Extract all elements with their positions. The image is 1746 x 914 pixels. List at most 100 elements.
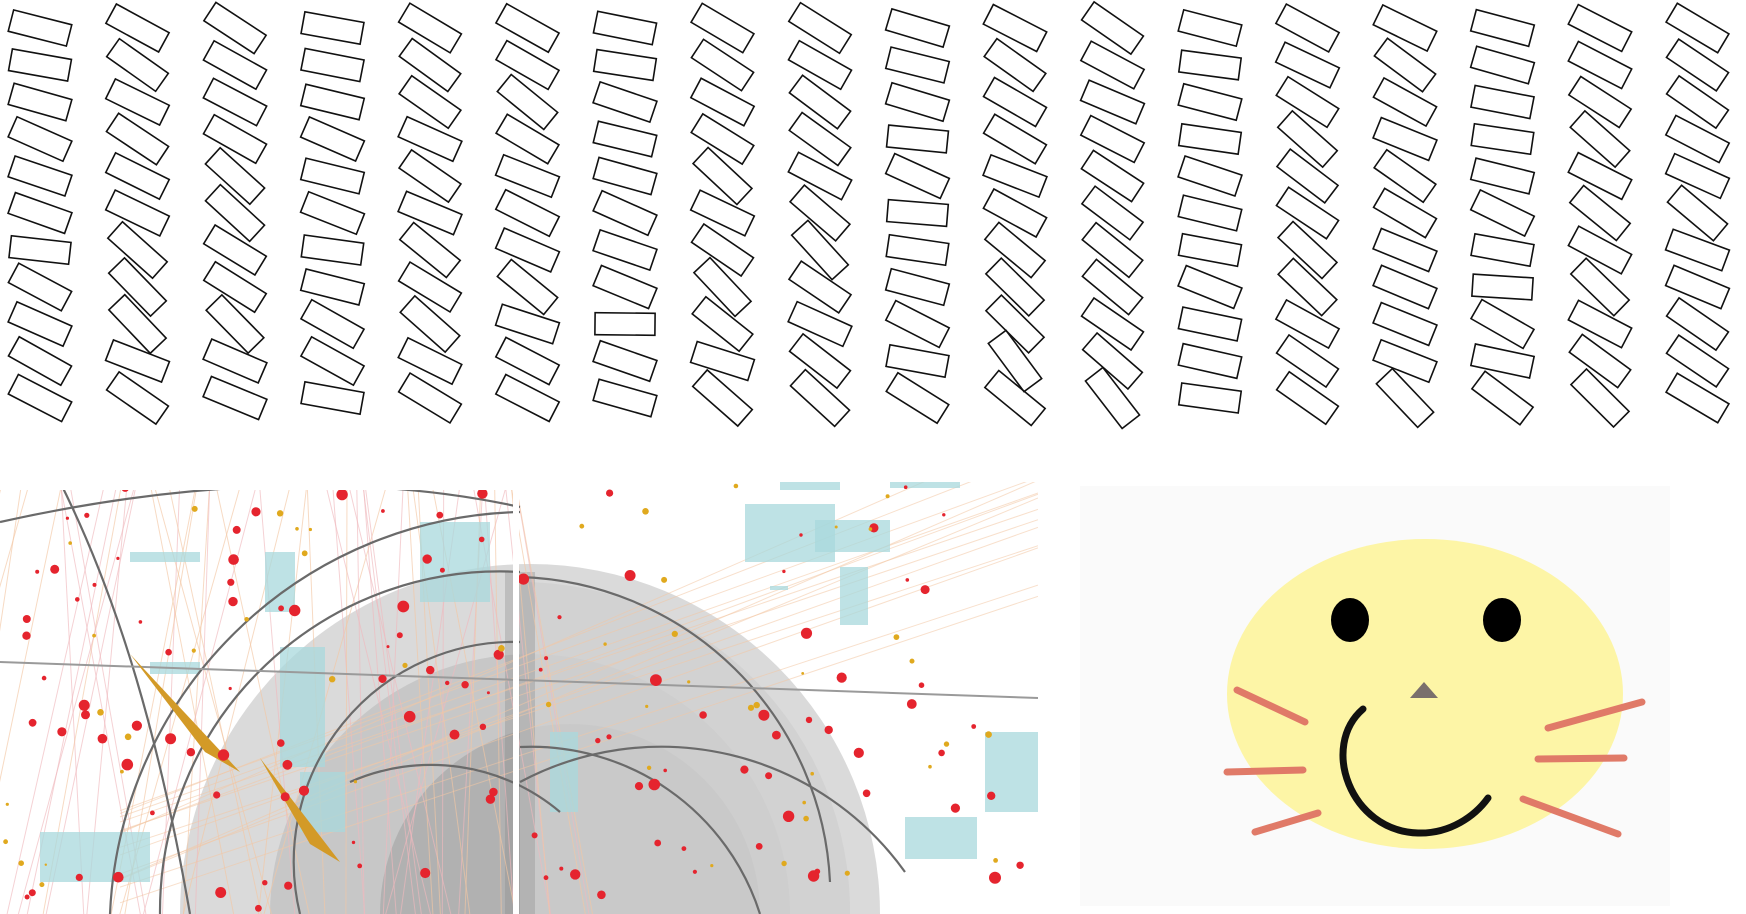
gold-dot xyxy=(803,815,809,822)
teal-block xyxy=(780,482,840,490)
gold-dot xyxy=(802,800,806,805)
red-dot xyxy=(782,810,795,822)
outlined-rectangle xyxy=(1470,232,1535,268)
outlined-rectangle xyxy=(496,258,559,316)
cat-face-artwork xyxy=(1080,486,1670,906)
red-dot xyxy=(971,724,977,729)
outlined-rectangle xyxy=(788,332,852,390)
outlined-rectangle xyxy=(1177,49,1243,81)
gold-dot xyxy=(834,525,838,529)
red-dot xyxy=(477,488,488,499)
thin-line xyxy=(0,482,3,494)
red-dot xyxy=(544,656,549,661)
outlined-rectangle xyxy=(1470,370,1535,426)
red-dot xyxy=(227,578,235,586)
outlined-rectangle xyxy=(1084,366,1141,430)
outlined-rectangle xyxy=(689,189,756,237)
outlined-rectangle xyxy=(1469,45,1536,85)
cat-whiskers xyxy=(1223,686,1646,838)
gold-dot xyxy=(943,741,950,747)
outlined-rectangle xyxy=(398,74,462,130)
thin-line xyxy=(6,482,106,914)
red-dot xyxy=(396,632,403,639)
dark-curve xyxy=(59,482,192,914)
red-dot xyxy=(606,734,612,740)
outlined-rectangle xyxy=(7,154,73,198)
outlined-rectangle xyxy=(787,1,853,55)
outlined-rectangle xyxy=(982,76,1048,128)
outlined-rectangle xyxy=(8,234,72,266)
outlined-rectangle xyxy=(1081,221,1144,279)
red-dot xyxy=(97,733,108,744)
red-dot xyxy=(28,889,36,897)
panel-seam xyxy=(0,482,516,490)
red-dot xyxy=(570,869,581,880)
red-dot xyxy=(800,627,813,639)
outlined-rectangle xyxy=(1567,3,1633,53)
red-dot xyxy=(989,871,1001,884)
red-dot xyxy=(782,569,786,574)
outlined-rectangle xyxy=(1177,194,1243,232)
outlined-rectangle xyxy=(7,82,73,122)
gold-dot xyxy=(244,617,249,622)
outlined-rectangle xyxy=(202,260,268,314)
red-dot xyxy=(65,516,69,520)
red-dot xyxy=(22,631,31,640)
outlined-rectangle xyxy=(107,256,168,318)
outlined-rectangle xyxy=(592,339,658,383)
red-dot xyxy=(422,554,432,564)
outlined-rectangle xyxy=(983,369,1047,427)
outlined-rectangle xyxy=(104,151,171,201)
red-dot xyxy=(336,488,348,501)
red-dot xyxy=(595,737,601,744)
outlined-rectangle xyxy=(884,81,951,123)
thin-line xyxy=(0,482,31,588)
red-dot xyxy=(906,699,917,709)
outlined-rectangle xyxy=(1177,122,1243,156)
teal-block xyxy=(890,482,960,488)
red-dot xyxy=(538,667,543,672)
gold-dot xyxy=(671,630,678,637)
red-dot xyxy=(905,578,910,582)
thin-line xyxy=(17,482,137,914)
outlined-rectangle xyxy=(884,46,951,84)
outlined-rectangle xyxy=(204,183,266,243)
outlined-rectangle xyxy=(494,226,561,274)
red-dot xyxy=(805,716,813,724)
red-dot xyxy=(277,739,285,747)
red-dot xyxy=(606,489,614,497)
outlined-rectangle xyxy=(691,295,754,353)
outlined-rectangle xyxy=(105,37,170,93)
red-dot xyxy=(439,567,445,573)
red-dot xyxy=(493,649,504,660)
outlined-rectangle xyxy=(299,268,366,306)
red-dot xyxy=(397,600,410,613)
outlined-rectangle xyxy=(884,267,951,307)
gold-dot xyxy=(120,769,124,774)
gold-shard xyxy=(260,758,340,862)
dark-arc xyxy=(519,745,906,873)
red-dot xyxy=(654,839,662,847)
outlined-rectangle xyxy=(1177,154,1243,198)
gold-dot xyxy=(733,483,739,489)
outlined-rectangle xyxy=(885,124,950,154)
red-dot xyxy=(485,794,496,804)
outlined-rectangle xyxy=(1079,114,1146,164)
gold-dot xyxy=(5,802,9,806)
whisker-icon xyxy=(1534,754,1628,763)
thin-line xyxy=(183,482,211,914)
outlined-rectangle xyxy=(983,221,1047,279)
outlined-rectangle xyxy=(1081,331,1144,391)
outlined-rectangle xyxy=(299,335,366,387)
outlined-rectangle xyxy=(983,37,1047,93)
red-dot xyxy=(836,672,847,683)
outlined-rectangle xyxy=(397,2,463,54)
outlined-rectangle xyxy=(1567,151,1633,201)
outlined-rectangle xyxy=(202,375,268,421)
thin-line xyxy=(119,526,1038,856)
red-dot xyxy=(807,870,820,882)
outlined-rectangle xyxy=(787,151,853,201)
outlined-rectangle xyxy=(299,157,366,195)
red-dot xyxy=(35,569,40,574)
outlined-rectangle xyxy=(1277,257,1338,317)
